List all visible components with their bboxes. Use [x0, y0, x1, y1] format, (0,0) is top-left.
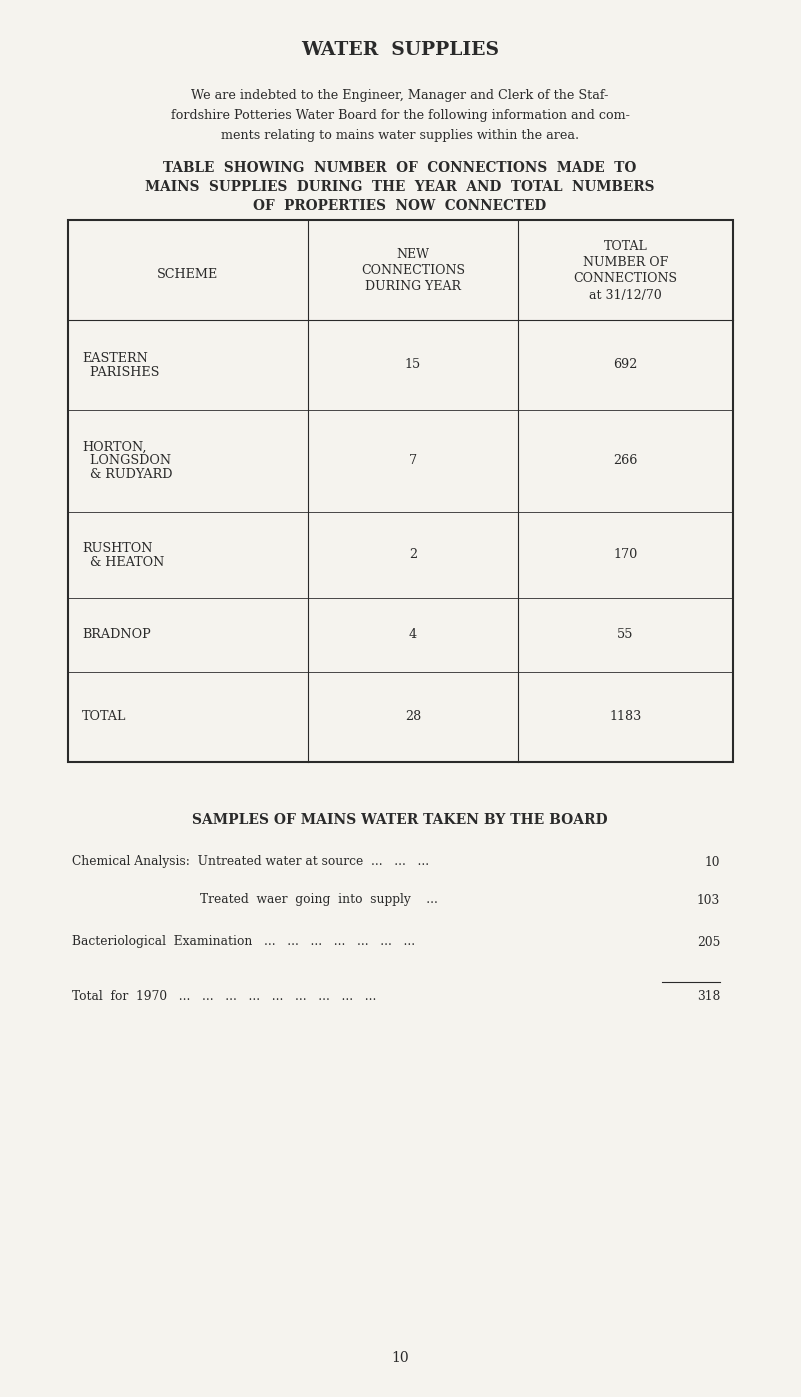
Text: 266: 266 — [614, 454, 638, 468]
Text: & HEATON: & HEATON — [82, 556, 164, 569]
Text: 170: 170 — [614, 549, 638, 562]
Text: BRADNOP: BRADNOP — [82, 629, 151, 641]
Text: 205: 205 — [697, 936, 720, 949]
Text: 318: 318 — [697, 989, 720, 1003]
Text: 7: 7 — [409, 454, 417, 468]
Text: fordshire Potteries Water Board for the following information and com-: fordshire Potteries Water Board for the … — [171, 109, 630, 122]
Text: 103: 103 — [697, 894, 720, 907]
Text: EASTERN: EASTERN — [82, 352, 148, 365]
Text: Treated  waer  going  into  supply    ...: Treated waer going into supply ... — [200, 894, 438, 907]
Text: 10: 10 — [391, 1351, 409, 1365]
Text: TABLE  SHOWING  NUMBER  OF  CONNECTIONS  MADE  TO: TABLE SHOWING NUMBER OF CONNECTIONS MADE… — [163, 161, 637, 175]
Text: & RUDYARD: & RUDYARD — [82, 468, 172, 482]
Text: PARISHES: PARISHES — [82, 366, 159, 379]
Text: OF  PROPERTIES  NOW  CONNECTED: OF PROPERTIES NOW CONNECTED — [253, 198, 546, 212]
Text: NEW: NEW — [396, 249, 429, 261]
Text: MAINS  SUPPLIES  DURING  THE  YEAR  AND  TOTAL  NUMBERS: MAINS SUPPLIES DURING THE YEAR AND TOTAL… — [145, 180, 654, 194]
Text: ments relating to mains water supplies within the area.: ments relating to mains water supplies w… — [221, 129, 579, 141]
Text: 692: 692 — [614, 359, 638, 372]
Text: at 31/12/70: at 31/12/70 — [589, 289, 662, 302]
Bar — [68, 219, 733, 761]
Text: HORTON,: HORTON, — [82, 440, 147, 454]
Text: TOTAL: TOTAL — [82, 711, 127, 724]
Text: DURING YEAR: DURING YEAR — [365, 281, 461, 293]
Text: 28: 28 — [405, 711, 421, 724]
Text: LONGSDON: LONGSDON — [82, 454, 171, 468]
Text: SCHEME: SCHEME — [157, 268, 219, 282]
Text: We are indebted to the Engineer, Manager and Clerk of the Staf-: We are indebted to the Engineer, Manager… — [191, 88, 609, 102]
Text: 1183: 1183 — [610, 711, 642, 724]
Text: 2: 2 — [409, 549, 417, 562]
Text: CONNECTIONS: CONNECTIONS — [574, 272, 678, 285]
Text: Chemical Analysis:  Untreated water at source  ...   ...   ...: Chemical Analysis: Untreated water at so… — [72, 855, 429, 869]
Text: RUSHTON: RUSHTON — [82, 542, 152, 555]
Text: Total  for  1970   ...   ...   ...   ...   ...   ...   ...   ...   ...: Total for 1970 ... ... ... ... ... ... .… — [72, 989, 376, 1003]
Text: 4: 4 — [409, 629, 417, 641]
Text: SAMPLES OF MAINS WATER TAKEN BY THE BOARD: SAMPLES OF MAINS WATER TAKEN BY THE BOAR… — [192, 813, 608, 827]
Text: Bacteriological  Examination   ...   ...   ...   ...   ...   ...   ...: Bacteriological Examination ... ... ... … — [72, 936, 415, 949]
Text: 10: 10 — [705, 855, 720, 869]
Text: 15: 15 — [405, 359, 421, 372]
Text: WATER  SUPPLIES: WATER SUPPLIES — [301, 41, 499, 59]
Text: CONNECTIONS: CONNECTIONS — [361, 264, 465, 278]
Text: TOTAL: TOTAL — [604, 240, 647, 253]
Text: NUMBER OF: NUMBER OF — [583, 257, 668, 270]
Text: 55: 55 — [618, 629, 634, 641]
